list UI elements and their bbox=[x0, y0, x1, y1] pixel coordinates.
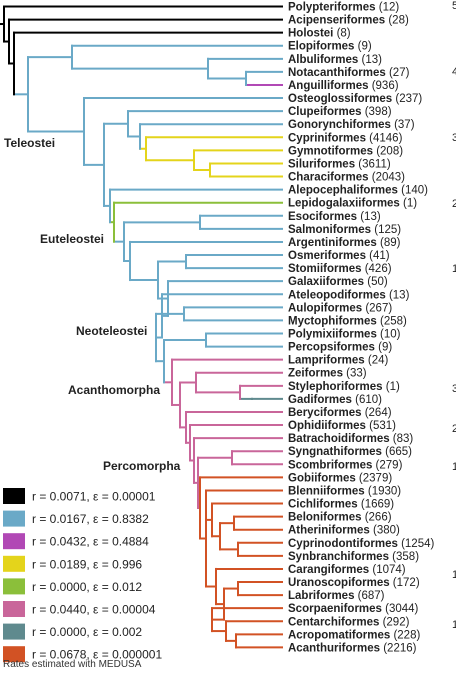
legend-label: r = 0.0167, ε = 0.8382 bbox=[32, 512, 149, 526]
taxon-label: Osteoglossiformes (237) bbox=[288, 93, 422, 105]
taxon-label: Lepidogalaxiiformes (1) bbox=[288, 198, 417, 210]
taxon-label: Gonorynchiformes (37) bbox=[288, 119, 415, 131]
clade-label-acanthomorpha: Acanthomorpha bbox=[68, 383, 160, 397]
legend: r = 0.0071, ε = 0.00001 r = 0.0167, ε = 0… bbox=[3, 488, 162, 663]
legend-label: r = 0.0440, ε = 0.00004 bbox=[32, 603, 156, 617]
legend-swatch bbox=[3, 533, 25, 550]
legend-label: r = 0.0000, ε = 0.002 bbox=[32, 625, 142, 639]
legend-label: r = 0.0189, ε = 0.996 bbox=[32, 557, 142, 571]
taxon-label: Acipenseriformes (28) bbox=[288, 15, 409, 27]
taxon-label: Notacanthiformes (27) bbox=[288, 67, 410, 79]
taxon-label: Percopsiformes (9) bbox=[288, 342, 392, 354]
taxon-label: Galaxiiformes (50) bbox=[288, 276, 388, 288]
taxon-label: Atheriniformes (380) bbox=[288, 525, 400, 537]
taxon-label: Ophidiiformes (531) bbox=[288, 420, 396, 432]
taxon-label: Cichliformes (1669) bbox=[288, 499, 394, 511]
edge-mark: 2 bbox=[452, 423, 456, 435]
edge-mark: 1 bbox=[452, 569, 456, 581]
taxon-label: Scombriformes (279) bbox=[288, 459, 403, 471]
taxon-label: Blenniiformes (1930) bbox=[288, 485, 401, 497]
taxon-label: Centarchiformes (292) bbox=[288, 616, 410, 628]
clade-labels: Teleostei Euteleostei Neoteleostei Acant… bbox=[4, 136, 181, 473]
taxon-label: Zeiformes (33) bbox=[288, 368, 367, 380]
taxon-label: Cyprinodontiformes (1254) bbox=[288, 538, 434, 550]
taxon-label: Alepocephaliformes (140) bbox=[288, 185, 428, 197]
taxon-label: Lampriformes (24) bbox=[288, 355, 389, 367]
taxon-label: Holostei (8) bbox=[288, 28, 351, 40]
taxon-label: Stomiiformes (426) bbox=[288, 263, 392, 275]
tree-branches bbox=[0, 5, 283, 649]
taxon-label: Aulopiformes (267) bbox=[288, 302, 392, 314]
taxon-label: Salmoniformes (125) bbox=[288, 224, 401, 236]
taxon-label: Polypteriformes (12) bbox=[288, 2, 399, 14]
taxon-label: Acanthuriformes (2216) bbox=[288, 642, 417, 654]
edge-mark: 3 bbox=[452, 383, 456, 395]
clade-label-euteleostei: Euteleostei bbox=[40, 232, 104, 246]
edge-mark: 5 bbox=[452, 0, 456, 12]
legend-label: r = 0.0432, ε = 0.4884 bbox=[32, 535, 149, 549]
clade-label-neoteleostei: Neoteleostei bbox=[76, 324, 147, 338]
taxon-label: Gobiiformes (2379) bbox=[288, 472, 392, 484]
taxon-label: Carangiformes (1074) bbox=[288, 564, 406, 576]
taxon-label: Argentiniformes (89) bbox=[288, 237, 401, 249]
taxon-label: Esociformes (13) bbox=[288, 211, 381, 223]
legend-swatch bbox=[3, 646, 25, 663]
legend-swatch bbox=[3, 555, 25, 572]
taxon-label: Polymixiiformes (10) bbox=[288, 329, 401, 341]
clade-label-teleostei: Teleostei bbox=[4, 136, 55, 150]
taxon-label: Acropomatiformes (228) bbox=[288, 629, 420, 641]
taxon-label: Myctophiformes (258) bbox=[288, 315, 407, 327]
taxon-label: Gadiformes (610) bbox=[288, 394, 382, 406]
edge-mark: 1 bbox=[452, 619, 456, 631]
taxon-label: Stylephoriformes (1) bbox=[288, 381, 400, 393]
taxon-label: Synbranchiformes (358) bbox=[288, 551, 419, 563]
taxon-label: Uranoscopiformes (172) bbox=[288, 577, 420, 589]
taxon-label: Siluriformes (3611) bbox=[288, 158, 391, 170]
clade-label-percomorpha: Percomorpha bbox=[103, 459, 181, 473]
edge-mark: 2 bbox=[452, 198, 456, 210]
taxon-label: Scorpaeniformes (3044) bbox=[288, 603, 419, 615]
taxon-label: Gymnotiformes (208) bbox=[288, 145, 403, 157]
taxon-label: Cypriniformes (4146) bbox=[288, 132, 403, 144]
taxon-labels: Polypteriformes (12)Acipenseriformes (28… bbox=[288, 2, 434, 655]
taxon-label: Syngnathiformes (665) bbox=[288, 446, 412, 458]
edge-mark: 3 bbox=[452, 132, 456, 144]
legend-swatch bbox=[3, 510, 25, 527]
legend-swatch bbox=[3, 601, 25, 617]
taxon-label: Characiformes (2043) bbox=[288, 172, 405, 184]
taxon-label: Elopiformes (9) bbox=[288, 41, 372, 53]
legend-caption: Rates estimated with MEDUSA bbox=[3, 659, 142, 670]
edge-mark: 4 bbox=[452, 66, 456, 78]
legend-label: r = 0.0678, ε = 0.000001 bbox=[32, 648, 162, 662]
legend-swatch bbox=[3, 488, 25, 504]
legend-label: r = 0.0000, ε = 0.012 bbox=[32, 580, 142, 594]
taxon-label: Anguilliformes (936) bbox=[288, 80, 399, 92]
taxon-label: Ateleopodiformes (13) bbox=[288, 289, 410, 301]
taxon-label: Beloniformes (266) bbox=[288, 512, 392, 524]
edge-mark: 1 bbox=[452, 461, 456, 473]
legend-swatch bbox=[3, 623, 25, 640]
taxon-label: Labriformes (687) bbox=[288, 590, 385, 602]
taxon-label: Osmeriformes (41) bbox=[288, 250, 390, 262]
taxon-label: Batrachoidiformes (83) bbox=[288, 433, 413, 445]
taxon-label: Albuliformes (13) bbox=[288, 54, 382, 66]
cropped-axis-marks: 5 4 3 2 1 3 2 1 1 1 bbox=[452, 0, 456, 631]
taxon-label: Beryciformes (264) bbox=[288, 407, 392, 419]
legend-swatch bbox=[3, 578, 25, 595]
taxon-label: Clupeiformes (398) bbox=[288, 106, 392, 118]
edge-mark: 1 bbox=[452, 263, 456, 275]
legend-label: r = 0.0071, ε = 0.00001 bbox=[32, 490, 156, 504]
